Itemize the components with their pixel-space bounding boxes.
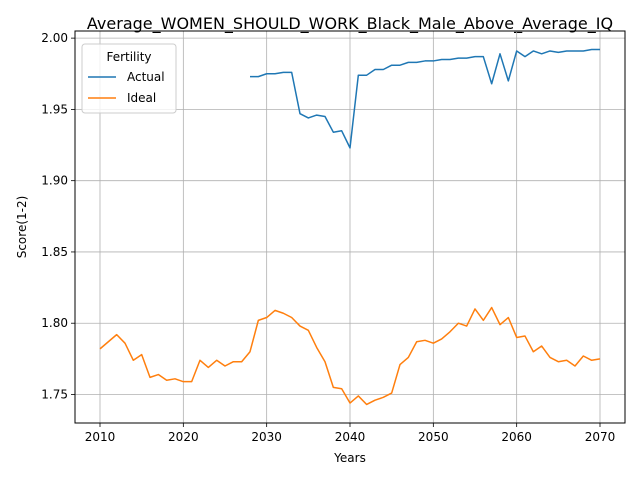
y-tick-label: 1.85 [41,245,68,259]
legend: Fertility Actual Ideal [81,43,177,114]
grid-lines [75,31,625,423]
legend-items: Actual Ideal [88,70,165,105]
series-line-ideal [99,306,601,406]
axis-ticks: 2010 2020 2030 2040 2050 2060 2070 1.75 1.80 1.85… [41,31,615,444]
y-tick-label: 1.95 [41,102,68,116]
x-tick-label: 2030 [251,430,282,444]
series-layer [99,48,601,406]
legend-label-ideal: Ideal [127,91,156,105]
x-axis-label: Years [333,451,366,465]
y-tick-label: 1.75 [41,387,68,401]
x-tick-label: 2010 [85,430,116,444]
y-tick-label: 1.80 [41,316,68,330]
series-line-actual [250,48,600,149]
y-tick-label: 2.00 [41,31,68,45]
x-tick-label: 2050 [418,430,449,444]
x-tick-label: 2020 [168,430,199,444]
x-tick-label: 2070 [585,430,616,444]
x-tick-label: 2040 [335,430,366,444]
y-axis-label: Score(1-2) [15,196,29,259]
x-tick-label: 2060 [501,430,532,444]
chart-title: Average_WOMEN_SHOULD_WORK_Black_Male_Abo… [87,14,613,34]
legend-title: Fertility [106,50,151,64]
legend-box [81,43,177,114]
legend-label-actual: Actual [127,70,165,84]
y-tick-label: 1.90 [41,174,68,188]
